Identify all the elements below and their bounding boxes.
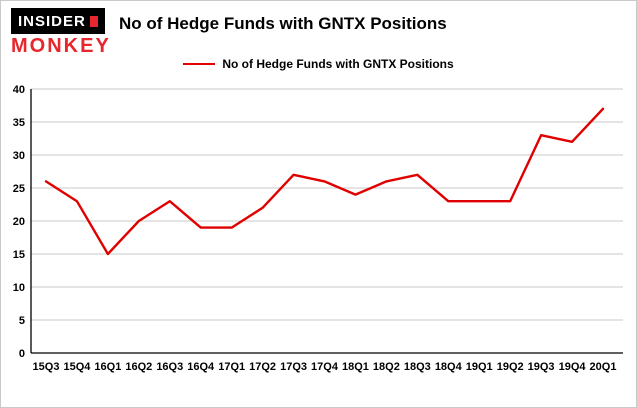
x-tick-label: 17Q4 (311, 361, 339, 373)
y-tick-label: 35 (13, 117, 25, 129)
x-tick-label: 19Q2 (497, 361, 524, 373)
x-tick-label: 19Q4 (559, 361, 587, 373)
y-tick-label: 40 (13, 84, 25, 96)
y-tick-label: 10 (13, 282, 25, 294)
x-tick-label: 15Q4 (63, 361, 91, 373)
series-line-0 (44, 107, 605, 256)
logo-red-square-icon (89, 16, 98, 27)
y-tick-label: 5 (19, 315, 25, 327)
chart-title: No of Hedge Funds with GNTX Positions (119, 14, 447, 33)
y-tick-label: 30 (13, 150, 25, 162)
x-tick-label: 16Q3 (156, 361, 183, 373)
legend-line-sample (183, 62, 216, 66)
legend: No of Hedge Funds with GNTX Positions (1, 57, 636, 71)
insider-monkey-logo: INSIDER MONKEY (11, 8, 111, 58)
x-tick-label: 16Q2 (125, 361, 152, 373)
x-tick-label: 19Q3 (528, 361, 555, 373)
y-tick-label: 15 (13, 249, 25, 261)
x-tick-label: 16Q4 (187, 361, 215, 373)
y-tick-label: 25 (13, 183, 25, 195)
logo-insider-row: INSIDER (11, 8, 105, 34)
legend-label: No of Hedge Funds with GNTX Positions (222, 57, 454, 71)
x-tick-label: 15Q3 (33, 361, 60, 373)
y-tick-label: 0 (19, 348, 25, 360)
x-tick-label: 17Q2 (249, 361, 276, 373)
x-tick-label: 20Q1 (590, 361, 617, 373)
logo-monkey-text: MONKEY (11, 35, 111, 57)
x-tick-label: 18Q2 (373, 361, 400, 373)
x-tick-label: 18Q1 (342, 361, 369, 373)
y-tick-label: 20 (13, 216, 25, 228)
x-tick-label: 19Q1 (466, 361, 493, 373)
logo-insider-text: INSIDER (18, 13, 86, 30)
x-tick-label: 18Q4 (435, 361, 463, 373)
x-tick-label: 18Q3 (404, 361, 431, 373)
x-tick-label: 17Q1 (218, 361, 245, 373)
x-tick-label: 16Q1 (94, 361, 121, 373)
x-tick-label: 17Q3 (280, 361, 307, 373)
